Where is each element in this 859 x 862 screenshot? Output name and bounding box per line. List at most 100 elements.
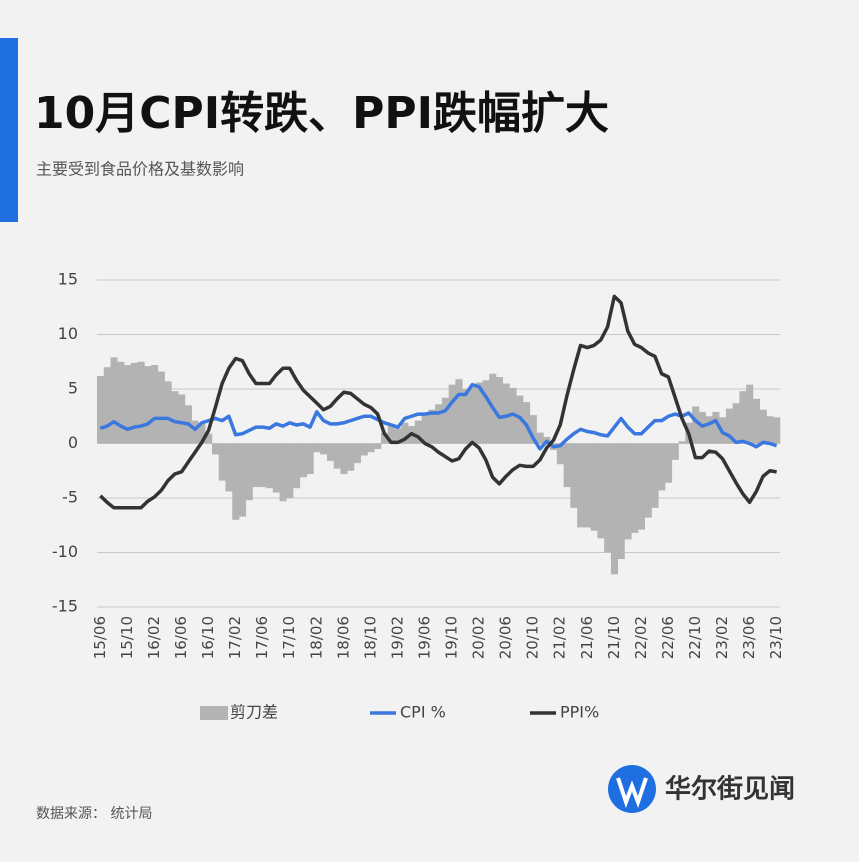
bar bbox=[381, 432, 389, 444]
bar bbox=[286, 443, 294, 498]
bar bbox=[137, 361, 145, 444]
bar bbox=[665, 443, 673, 483]
accent-bar bbox=[0, 38, 18, 222]
bar bbox=[671, 443, 679, 460]
bar bbox=[191, 420, 199, 444]
bar bbox=[563, 443, 571, 488]
bar bbox=[441, 397, 449, 444]
bar bbox=[590, 443, 598, 531]
bar bbox=[739, 391, 747, 444]
bar bbox=[252, 443, 260, 488]
x-tick-label: 20/02 bbox=[470, 616, 488, 659]
bar bbox=[374, 443, 382, 449]
subtitle: 主要受到食品价格及基数影响 bbox=[36, 160, 244, 179]
y-tick-label: 10 bbox=[58, 324, 78, 343]
bar bbox=[773, 417, 781, 444]
bar bbox=[367, 443, 375, 453]
bar bbox=[692, 406, 700, 444]
bar bbox=[637, 443, 646, 530]
bar bbox=[117, 361, 125, 444]
x-tick-label: 23/06 bbox=[740, 616, 758, 659]
bar bbox=[536, 432, 544, 444]
x-tick-label: 18/10 bbox=[361, 616, 379, 659]
x-tick-label: 23/02 bbox=[713, 616, 731, 659]
bar bbox=[313, 443, 321, 453]
bar bbox=[164, 381, 172, 444]
bar bbox=[157, 371, 165, 444]
bar bbox=[732, 403, 740, 444]
bar bbox=[320, 443, 328, 455]
bar bbox=[725, 408, 733, 444]
source: 数据来源： 统计局 bbox=[36, 806, 152, 822]
x-tick-label: 18/06 bbox=[334, 616, 352, 659]
bar bbox=[401, 422, 409, 444]
x-tick-label: 19/10 bbox=[443, 616, 461, 659]
bar bbox=[171, 391, 179, 444]
y-tick-label: 15 bbox=[58, 270, 78, 289]
x-tick-label: 20/06 bbox=[497, 616, 515, 659]
bar bbox=[455, 379, 463, 444]
bar bbox=[97, 375, 105, 444]
x-tick-label: 22/10 bbox=[686, 616, 704, 659]
x-tick-label: 16/06 bbox=[172, 616, 190, 659]
bar bbox=[597, 443, 605, 539]
bar bbox=[151, 365, 159, 444]
bar bbox=[577, 443, 585, 528]
bar bbox=[259, 443, 267, 488]
bar bbox=[556, 443, 564, 465]
legend-swatch bbox=[200, 706, 228, 720]
x-tick-label: 20/10 bbox=[524, 616, 542, 659]
bar bbox=[130, 362, 138, 444]
legend-label: PPI% bbox=[560, 703, 599, 722]
bar bbox=[272, 443, 280, 493]
x-tick-label: 17/06 bbox=[253, 616, 271, 659]
bar bbox=[232, 443, 240, 520]
x-tick-label: 23/10 bbox=[767, 616, 785, 659]
x-tick-label: 16/10 bbox=[199, 616, 217, 659]
bar bbox=[644, 443, 652, 518]
bar bbox=[428, 409, 436, 444]
bar bbox=[435, 404, 443, 444]
x-tick-label: 17/10 bbox=[280, 616, 298, 659]
y-tick-label: -15 bbox=[52, 597, 78, 616]
bar bbox=[495, 377, 504, 444]
bar bbox=[239, 443, 247, 517]
bar bbox=[211, 443, 220, 455]
bar bbox=[144, 366, 152, 444]
bar bbox=[624, 443, 632, 540]
bar bbox=[266, 443, 274, 489]
bar bbox=[766, 416, 774, 444]
bar bbox=[502, 383, 510, 444]
bar bbox=[353, 443, 362, 464]
bar bbox=[617, 443, 625, 560]
bar bbox=[529, 415, 537, 444]
bar bbox=[448, 384, 456, 444]
bar bbox=[678, 441, 686, 444]
y-tick-label: 5 bbox=[68, 379, 78, 398]
x-tick-label: 22/06 bbox=[659, 616, 677, 659]
bar bbox=[245, 443, 253, 501]
legend-label: 剪刀差 bbox=[230, 703, 278, 722]
bar bbox=[387, 426, 395, 444]
chart-title: 10月CPI转跌、PPI跌幅扩大 bbox=[34, 88, 609, 139]
bar bbox=[205, 433, 213, 444]
bar bbox=[468, 385, 476, 444]
x-tick-label: 15/06 bbox=[91, 616, 109, 659]
x-tick-label: 22/02 bbox=[632, 616, 650, 659]
bar bbox=[631, 443, 639, 533]
bar bbox=[110, 357, 118, 444]
bar bbox=[462, 389, 470, 444]
bar bbox=[340, 443, 348, 475]
bar bbox=[414, 420, 422, 444]
bar bbox=[746, 384, 754, 444]
x-tick-label: 21/06 bbox=[578, 616, 596, 659]
bar bbox=[326, 443, 334, 461]
bar bbox=[279, 443, 287, 502]
bar bbox=[347, 443, 355, 471]
y-tick-label: -5 bbox=[62, 488, 78, 507]
bar bbox=[218, 443, 226, 481]
bar bbox=[705, 416, 713, 444]
x-tick-label: 18/02 bbox=[307, 616, 325, 659]
